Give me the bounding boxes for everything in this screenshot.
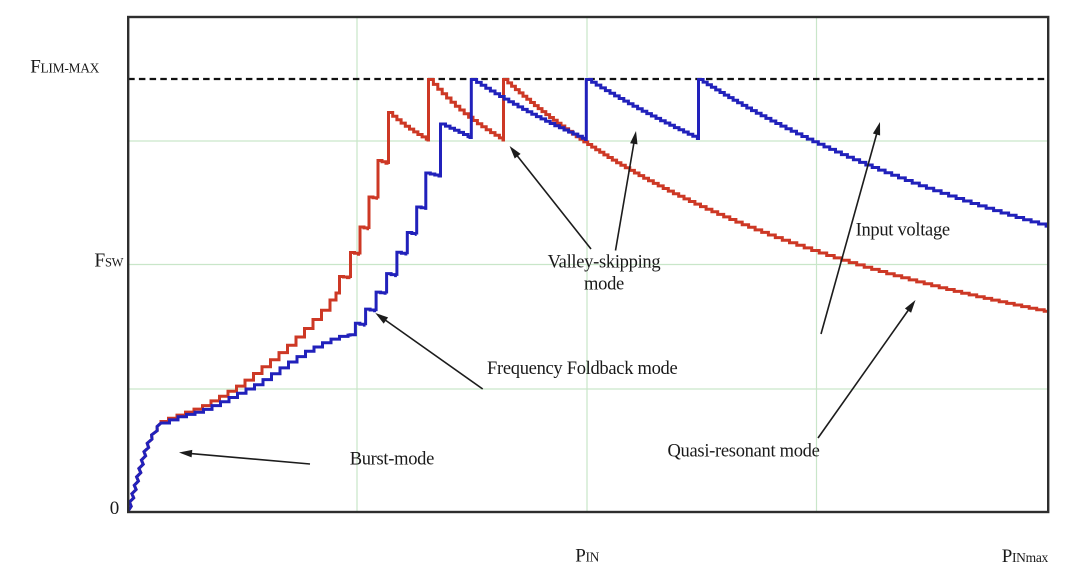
svg-text:FLIM-MAX: FLIM-MAX [30, 57, 99, 78]
svg-text:Input voltage: Input voltage [856, 221, 950, 241]
svg-text:0: 0 [110, 498, 119, 519]
svg-text:PINmax: PINmax [1002, 546, 1049, 567]
svg-text:PIN: PIN [575, 546, 599, 567]
svg-text:Burst-mode: Burst-mode [350, 449, 434, 469]
svg-text:Valley-skipping: Valley-skipping [548, 253, 661, 273]
svg-text:mode: mode [584, 275, 624, 295]
svg-text:FSW: FSW [94, 251, 123, 272]
svg-text:Quasi-resonant mode: Quasi-resonant mode [668, 442, 820, 462]
svg-text:Frequency Foldback mode: Frequency Foldback mode [487, 359, 677, 379]
